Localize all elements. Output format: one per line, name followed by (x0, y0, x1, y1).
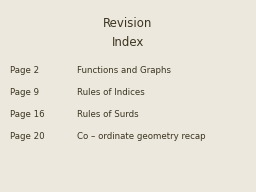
Text: Page 2: Page 2 (10, 66, 39, 74)
Text: Revision: Revision (103, 17, 153, 30)
Text: Page 20: Page 20 (10, 132, 45, 141)
Text: Index: Index (112, 36, 144, 49)
Text: Functions and Graphs: Functions and Graphs (77, 66, 171, 74)
Text: Co – ordinate geometry recap: Co – ordinate geometry recap (77, 132, 205, 141)
Text: Rules of Surds: Rules of Surds (77, 110, 138, 119)
Text: Page 9: Page 9 (10, 88, 39, 97)
Text: Page 16: Page 16 (10, 110, 45, 119)
Text: Rules of Indices: Rules of Indices (77, 88, 145, 97)
